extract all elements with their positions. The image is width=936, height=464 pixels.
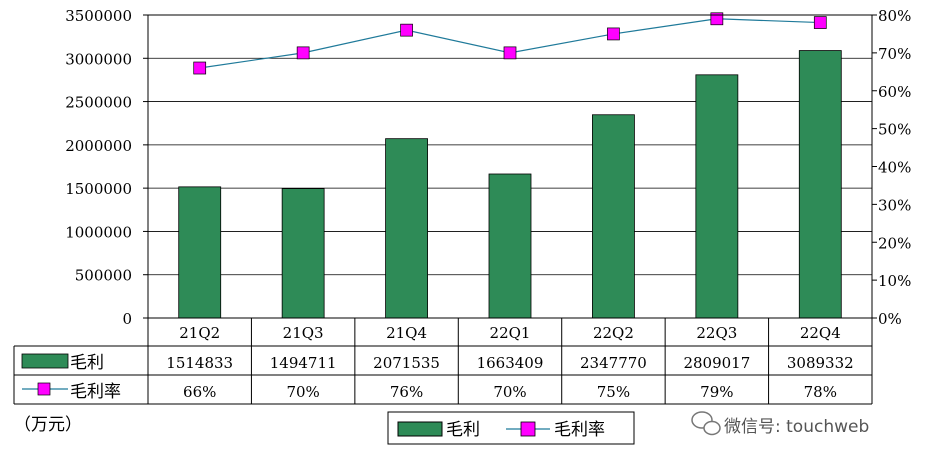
unit-note: （万元） [14,415,82,435]
gross-margin-value: 70% [493,383,526,401]
right-tick-label: 50% [878,121,911,139]
margin-line [199,18,821,69]
category-label: 21Q4 [386,324,427,342]
row-header-gross-margin: 毛利率 [70,382,121,402]
gross-profit-value: 2809017 [683,354,750,372]
bar [488,173,532,319]
legend-label-gross-profit: 毛利 [446,420,480,440]
gross-profit-value: 2071535 [373,354,440,372]
gross-margin-value: 75% [597,383,630,401]
gross-margin-value: 79% [700,383,733,401]
right-axis-tick-labels: 0% 10% 20% 30% 40% 50% 60% 70% 80% [872,7,911,328]
right-tick-label: 10% [878,272,911,290]
margin-point [710,12,724,26]
bar [178,186,222,319]
left-tick-label: 500000 [75,267,132,285]
gross-margin-value: 76% [390,383,423,401]
margin-point [400,23,413,37]
left-tick-label: 2000000 [65,137,132,155]
left-tick-label: 3500000 [65,7,132,25]
left-tick-label: 0 [122,310,132,328]
legend-swatch-gross-profit [397,421,443,437]
left-tick-label: 3000000 [65,50,132,68]
bars-gross-profit [178,50,842,319]
row-key-marker-gross-margin [37,382,51,396]
right-tick-label: 20% [878,234,911,252]
left-axis-tick-labels: 0 500000 1000000 1500000 2000000 2500000 30000… [65,7,148,328]
margin-point [296,46,310,60]
bar [281,188,325,319]
category-label: 21Q3 [283,324,324,342]
watermark: 微信号: touchweb [691,411,869,437]
category-label: 21Q2 [179,324,220,342]
legend-marker-gross-margin [520,421,536,437]
wechat-icon [691,411,721,436]
right-tick-label: 60% [878,83,911,101]
category-label: 22Q3 [696,324,737,342]
bar [798,50,842,319]
right-tick-label: 40% [878,159,911,177]
gross-profit-value: 1663409 [477,354,544,372]
category-label: 22Q2 [593,324,634,342]
gross-margin-value: 70% [286,383,319,401]
watermark-text: 微信号: touchweb [724,417,869,437]
right-tick-label: 70% [878,45,911,63]
gross-margin-value: 78% [804,383,837,401]
right-tick-label: 0% [878,310,902,328]
gross-profit-value: 3089332 [787,354,854,372]
category-label: 22Q1 [490,324,531,342]
margin-point [607,27,620,41]
margin-point [813,16,827,29]
left-tick-label: 1000000 [65,223,132,241]
line-gross-margin [193,12,827,75]
gross-profit-value: 1514833 [166,354,233,372]
bar [695,74,739,319]
category-label: 22Q4 [800,324,841,342]
left-tick-label: 2500000 [65,94,132,112]
gross-profit-value: 1494711 [270,354,337,372]
bar [592,114,635,319]
right-tick-label: 80% [878,7,911,25]
legend: 毛利 毛利率 [387,411,635,445]
legend-label-gross-margin: 毛利率 [554,420,605,440]
data-table: 21Q2 21Q3 21Q4 22Q1 22Q2 22Q3 22Q4 1514833 14947… [13,318,873,405]
row-key-gross-profit [21,353,69,369]
margin-point [503,46,517,60]
margin-point [193,61,207,75]
right-tick-label: 30% [878,196,911,214]
bar [385,138,428,319]
left-tick-label: 1500000 [65,180,132,198]
row-header-gross-profit: 毛利 [70,353,104,373]
gross-margin-value: 66% [183,383,216,401]
gross-profit-value: 2347770 [580,354,647,372]
